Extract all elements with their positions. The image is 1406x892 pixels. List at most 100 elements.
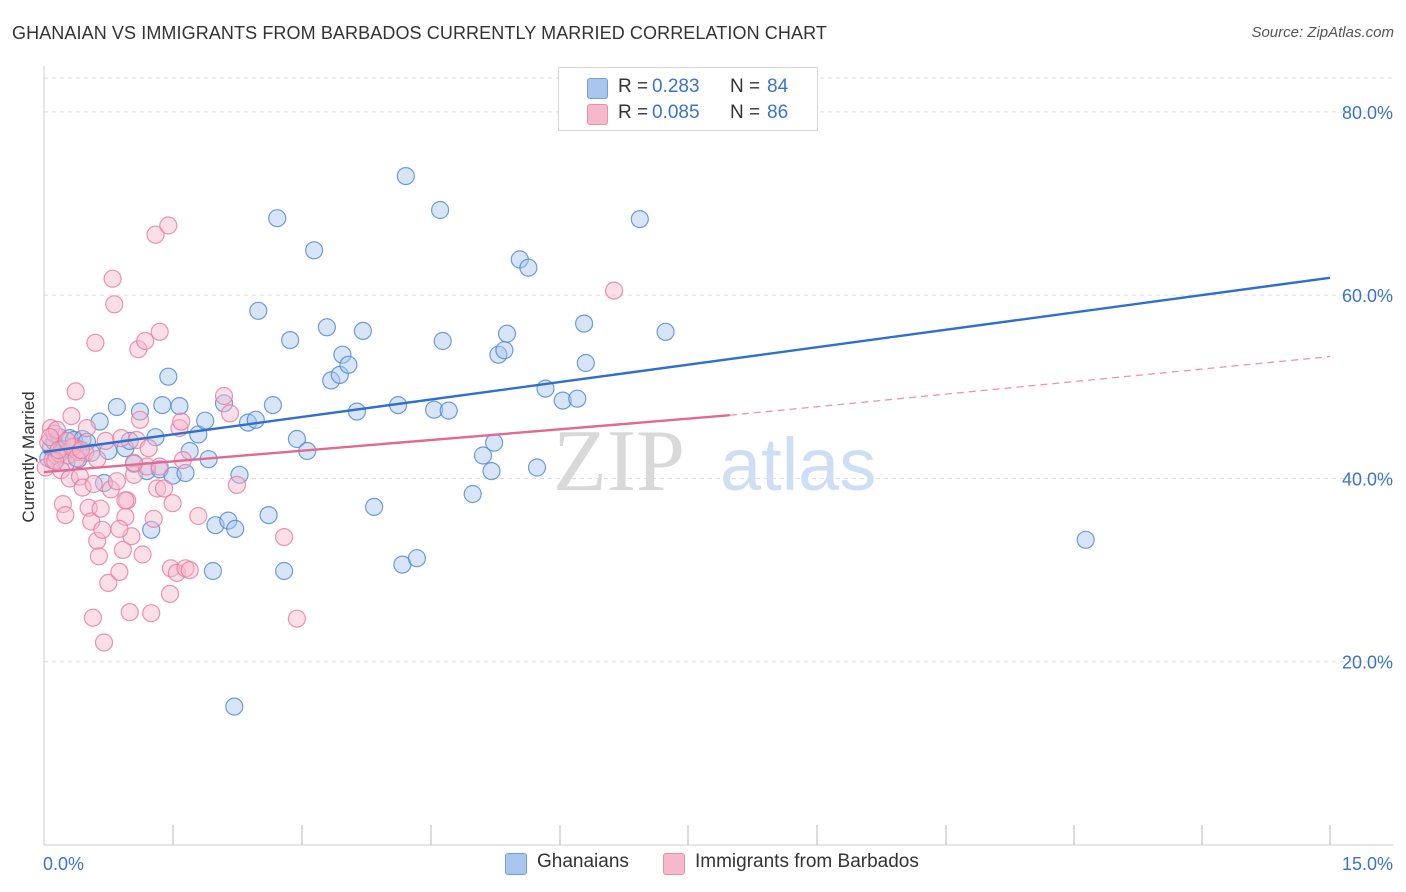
ghanaian-point [630, 210, 649, 229]
ghanaian-point [656, 322, 675, 341]
watermark-atlas: atlas [720, 423, 876, 506]
ghanaian-point [214, 394, 234, 413]
ghanaian-point [225, 697, 244, 716]
ghanaian-point [107, 397, 127, 417]
barbados-point [136, 331, 155, 351]
barbados-point [66, 382, 85, 401]
barbados-point [150, 322, 169, 341]
ghanaian-point [353, 321, 372, 340]
ghanaian-point [153, 396, 172, 415]
n-label: N = [730, 76, 761, 97]
barbados-point [84, 474, 103, 494]
gridlines [44, 77, 1393, 663]
ghanaian-point [159, 367, 178, 386]
ghanaian-point [246, 410, 265, 429]
barbados-point [130, 410, 150, 429]
ghanaian-point [249, 301, 268, 320]
r-value: 0.085 [652, 102, 700, 123]
barbados-point [275, 527, 294, 547]
ghanaian-point [497, 324, 517, 343]
ghanaian-point [574, 314, 594, 333]
ghanaian-point [142, 520, 161, 539]
barbados-point [189, 506, 208, 526]
barbados-point [93, 520, 112, 539]
ghanaian-point [568, 389, 587, 408]
n-label: N = [730, 102, 761, 123]
barbados-point [96, 431, 115, 450]
barbados-point [144, 509, 163, 528]
barbados-point [40, 428, 60, 447]
barbados-point [99, 573, 118, 593]
ghanaian-point [553, 391, 572, 410]
barbados-point [163, 494, 182, 513]
x-tick-label-max: 15.0% [1342, 854, 1393, 874]
ghanaian-point [482, 462, 501, 481]
ghanaian-point [268, 209, 287, 228]
ghanaian-point [305, 241, 324, 260]
barbados-point [86, 333, 105, 352]
ghanaian-point [339, 355, 358, 374]
ghanaian-trend-line [43, 276, 1331, 454]
barbados-point [139, 439, 158, 458]
barbados-point [88, 450, 107, 469]
y-axis-title: Currently Married [19, 391, 38, 522]
ghanaian-point [317, 318, 336, 337]
barbados-point [94, 633, 114, 652]
barbados-point [148, 479, 167, 498]
barbados-point [83, 608, 103, 627]
ghanaian-point [463, 484, 482, 504]
ghanaian-point [226, 519, 245, 539]
barbados-point [172, 412, 191, 431]
legend-swatch-blue [505, 853, 527, 875]
ghanaian-point [431, 200, 450, 220]
ghanaian-point [527, 458, 547, 477]
ghanaian-point [263, 396, 282, 415]
barbados-point [180, 560, 199, 580]
ghanaian-point [576, 353, 595, 373]
legend-swatch-pink [663, 853, 685, 875]
barbados-trend-line [43, 414, 730, 474]
n-value: 86 [767, 102, 789, 123]
barbados-trend-extension [729, 355, 1331, 416]
watermark: ZIP atlas [553, 413, 876, 510]
legend-label: Immigrants from Barbados [695, 851, 919, 872]
legend-swatch-blue [587, 78, 608, 99]
barbados-point [88, 531, 107, 550]
barbados-point [77, 419, 97, 438]
chart-title: GHANAIAN VS IMMIGRANTS FROM BARBADOS CUR… [12, 23, 827, 43]
ghanaian-point [433, 331, 452, 351]
barbados-point [227, 475, 246, 494]
ghanaian-point [473, 446, 493, 465]
barbados-point [107, 472, 127, 491]
ghanaian-point [170, 397, 189, 416]
barbados-point [604, 281, 624, 300]
ghanaian-point [333, 345, 352, 364]
barbados-point [116, 491, 135, 510]
barbados-point [214, 386, 234, 406]
y-tick-label: 80.0% [1342, 103, 1393, 123]
correlation-legend: R = 0.283 N = 84 R = 0.085 N = 86 [558, 67, 818, 131]
ghanaian-point [425, 400, 444, 419]
barbados-point [73, 478, 92, 497]
ghanaian-point [519, 258, 538, 277]
barbados-point [53, 495, 73, 514]
barbados-point [62, 407, 81, 426]
ghanaian-point [275, 561, 294, 581]
y-tick-label: 20.0% [1342, 653, 1393, 673]
barbados-point [287, 609, 306, 628]
barbados-point [160, 584, 180, 604]
barbados-point [105, 295, 124, 314]
legend-label: Ghanaians [537, 851, 629, 872]
r-label: R = [618, 102, 649, 123]
barbados-point [150, 457, 169, 476]
x-tick-label-min: 0.0% [43, 854, 84, 874]
barbados-point [91, 499, 110, 518]
barbados-point [110, 519, 129, 539]
barbados-point [220, 404, 240, 423]
n-value: 84 [767, 76, 789, 97]
barbados-point [142, 604, 161, 623]
barbados-point [113, 540, 133, 560]
r-value: 0.283 [652, 76, 700, 97]
ghanaian-point [281, 331, 300, 350]
